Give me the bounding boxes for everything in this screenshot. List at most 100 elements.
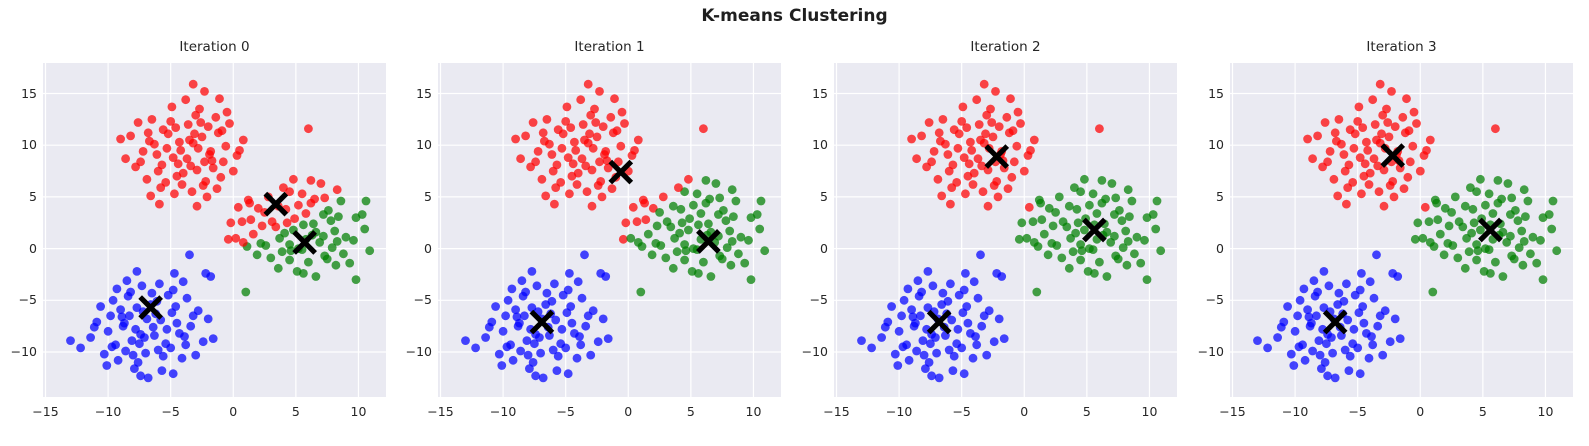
- data-point: [918, 336, 928, 345]
- data-point: [916, 311, 925, 321]
- data-point: [1324, 281, 1334, 291]
- data-point: [471, 343, 480, 353]
- data-point: [345, 258, 355, 268]
- data-point: [934, 373, 944, 383]
- x-tick-label: 5: [1478, 404, 1487, 419]
- data-point: [341, 232, 351, 242]
- data-point: [202, 192, 212, 202]
- data-point: [1399, 184, 1409, 193]
- data-point: [573, 277, 583, 287]
- data-point: [297, 189, 307, 199]
- data-point: [1469, 218, 1479, 228]
- data-point: [588, 143, 598, 153]
- data-point: [1130, 249, 1139, 259]
- data-point: [1342, 199, 1351, 209]
- data-point: [1488, 209, 1498, 218]
- data-point: [988, 132, 998, 142]
- data-point: [1464, 247, 1474, 257]
- data-point: [1293, 311, 1302, 321]
- data-point: [208, 334, 218, 343]
- data-point: [299, 220, 308, 230]
- data-point: [316, 179, 326, 188]
- data-point: [595, 157, 604, 167]
- data-point: [349, 235, 358, 245]
- data-point: [1334, 115, 1344, 124]
- data-point: [1029, 238, 1039, 247]
- data-point: [162, 324, 172, 334]
- data-point: [226, 218, 236, 228]
- data-point: [158, 351, 168, 361]
- data-point: [740, 258, 750, 268]
- data-point: [1422, 146, 1431, 155]
- data-point: [1123, 185, 1133, 195]
- data-point: [715, 193, 725, 203]
- data-point: [1425, 238, 1435, 247]
- data-point: [1514, 243, 1524, 253]
- data-point: [147, 288, 157, 298]
- data-point: [570, 137, 579, 147]
- data-point: [170, 189, 179, 199]
- data-point: [1468, 204, 1478, 214]
- data-point: [1513, 216, 1523, 226]
- data-point: [1303, 134, 1312, 144]
- data-point: [155, 279, 164, 289]
- data-point: [138, 147, 148, 156]
- data-point: [923, 267, 933, 276]
- data-point: [351, 275, 361, 284]
- data-point: [899, 295, 909, 305]
- data-point: [1339, 150, 1349, 159]
- data-point: [880, 322, 890, 332]
- data-point: [1132, 232, 1142, 242]
- data-point: [947, 315, 957, 325]
- data-point: [1517, 226, 1527, 236]
- data-point: [331, 260, 341, 270]
- data-point: [994, 314, 1004, 324]
- data-point: [630, 146, 639, 155]
- data-point: [668, 201, 678, 211]
- data-point: [570, 329, 579, 338]
- data-point: [131, 324, 140, 334]
- data-point: [598, 314, 608, 324]
- data-point: [633, 135, 643, 145]
- data-point: [676, 204, 686, 214]
- data-point: [121, 346, 130, 356]
- centroid-marker: [926, 309, 952, 335]
- y-tick-label: 15: [812, 85, 828, 101]
- data-point: [736, 232, 746, 242]
- data-point: [203, 314, 213, 324]
- data-point: [1409, 107, 1419, 117]
- data-point: [903, 284, 913, 294]
- data-point: [1507, 193, 1517, 203]
- data-point: [1334, 288, 1344, 298]
- data-point: [498, 326, 508, 336]
- data-point: [1319, 267, 1329, 276]
- data-point: [1136, 258, 1146, 268]
- data-point: [946, 199, 955, 209]
- data-point: [1486, 269, 1495, 278]
- data-point: [1037, 215, 1047, 225]
- data-point: [578, 120, 588, 129]
- data-point: [1308, 346, 1317, 356]
- data-point: [958, 102, 968, 112]
- centroid-marker: [1322, 309, 1348, 335]
- data-point: [1364, 180, 1374, 189]
- data-point: [552, 366, 562, 375]
- data-point: [1012, 141, 1022, 151]
- data-point: [991, 87, 1000, 96]
- data-point: [285, 255, 294, 265]
- data-point: [1377, 129, 1386, 139]
- data-point: [1110, 210, 1119, 219]
- data-point: [1390, 122, 1400, 131]
- x-tick-label: −5: [556, 404, 575, 419]
- data-point: [1303, 305, 1312, 314]
- data-point: [756, 196, 766, 206]
- data-point: [997, 272, 1007, 281]
- data-point: [1424, 217, 1434, 227]
- data-point: [1068, 247, 1078, 257]
- data-point: [112, 284, 122, 294]
- data-point: [1402, 94, 1411, 104]
- data-point: [907, 134, 916, 144]
- data-point: [978, 187, 988, 197]
- data-point: [175, 137, 184, 147]
- data-point: [586, 350, 596, 360]
